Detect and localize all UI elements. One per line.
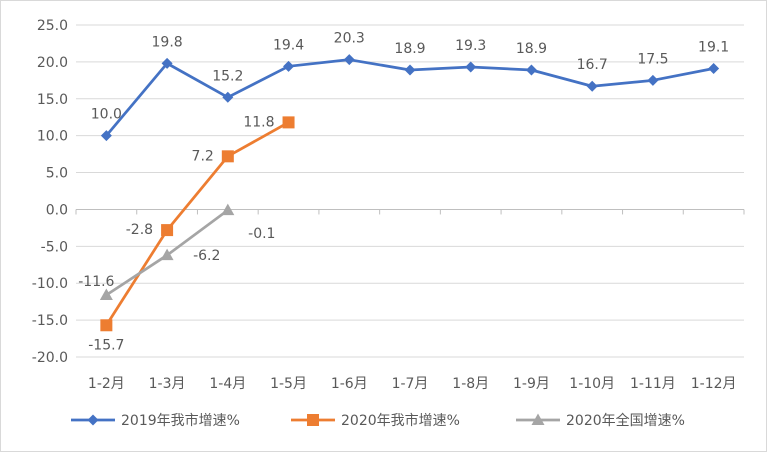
marker-diamond xyxy=(586,80,598,92)
data-label: 18.9 xyxy=(516,41,547,57)
legend-item-2: 2020年我市增速% xyxy=(291,412,460,429)
legend: 2019年我市增速% 2020年我市增速% 2020年全国增速% xyxy=(71,412,685,429)
legend-item-1: 2019年我市增速% xyxy=(71,412,240,429)
series-1 xyxy=(100,54,720,142)
x-tick-label: 1-12月 xyxy=(691,376,737,392)
data-labels: 10.0 19.8 15.2 19.4 20.3 18.9 19.3 18.9 16.7 17.5… xyxy=(78,31,729,354)
series-line xyxy=(105,121,290,327)
data-label: 19.3 xyxy=(455,38,486,54)
legend-label: 2020年我市增速% xyxy=(341,412,460,429)
marker-diamond xyxy=(465,61,477,73)
series-2 xyxy=(100,116,295,332)
data-label: 20.3 xyxy=(334,31,365,47)
data-label: 18.9 xyxy=(394,41,425,57)
x-tick-label: 1-2月 xyxy=(88,376,125,392)
data-label: 19.8 xyxy=(152,34,183,50)
y-tick-label: -20.0 xyxy=(32,350,68,366)
data-label: 15.2 xyxy=(212,68,243,84)
marker-diamond xyxy=(525,64,537,76)
marker-square xyxy=(282,116,295,129)
data-label: 11.8 xyxy=(243,114,274,130)
x-tick-label: 1-5月 xyxy=(270,376,307,392)
x-tick-label: 1-11月 xyxy=(630,376,676,392)
x-tick-label: 1-6月 xyxy=(331,376,368,392)
marker-diamond xyxy=(343,54,355,66)
y-tick-label: 20.0 xyxy=(37,55,68,71)
data-label: -15.7 xyxy=(88,337,124,353)
data-label: 19.4 xyxy=(273,37,304,53)
axes: 25.0 20.0 15.0 10.0 5.0 0.0 -5.0 -10.0 -15.0 -20.… xyxy=(32,18,745,392)
data-label: 16.7 xyxy=(577,57,608,73)
data-label: -11.6 xyxy=(78,274,114,290)
y-tick-label: 0.0 xyxy=(46,202,68,218)
marker-diamond xyxy=(87,414,99,426)
series-lines xyxy=(99,54,720,332)
x-tick-label: 1-3月 xyxy=(149,376,186,392)
data-label: -6.2 xyxy=(193,248,220,264)
series-3 xyxy=(99,203,235,301)
x-tick-label: 1-4月 xyxy=(209,376,246,392)
marker-diamond xyxy=(708,63,720,75)
y-tick-label: -5.0 xyxy=(41,239,68,255)
y-tick-label: 10.0 xyxy=(37,129,68,145)
marker-diamond xyxy=(161,57,173,69)
marker-diamond xyxy=(647,74,659,86)
data-label: -2.8 xyxy=(126,222,153,238)
y-tick-label: 15.0 xyxy=(37,92,68,108)
marker-square xyxy=(221,150,234,163)
y-tick-label: 25.0 xyxy=(37,18,68,34)
marker-square xyxy=(307,414,319,426)
data-label: 7.2 xyxy=(192,148,214,164)
y-tick-label: -10.0 xyxy=(32,276,68,292)
marker-triangle xyxy=(221,203,235,216)
marker-triangle xyxy=(531,413,545,425)
x-tick-label: 1-7月 xyxy=(392,376,429,392)
y-tick-label: 5.0 xyxy=(46,166,68,182)
legend-item-3: 2020年全国增速% xyxy=(516,412,685,429)
y-tick-label: -15.0 xyxy=(32,313,68,329)
legend-label: 2020年全国增速% xyxy=(566,412,685,429)
marker-diamond xyxy=(100,130,112,142)
data-label: -0.1 xyxy=(248,226,275,242)
marker-square xyxy=(161,224,174,237)
marker-diamond xyxy=(404,64,416,76)
data-label: 19.1 xyxy=(698,40,729,56)
x-tick-label: 1-10月 xyxy=(569,376,615,392)
data-label: 17.5 xyxy=(637,51,668,67)
marker-diamond xyxy=(283,60,295,72)
marker-triangle xyxy=(160,248,174,261)
marker-square xyxy=(100,319,113,332)
marker-diamond xyxy=(222,91,234,103)
data-label: 10.0 xyxy=(91,107,122,123)
x-tick-label: 1-9月 xyxy=(513,376,550,392)
x-tick-label: 1-8月 xyxy=(452,376,489,392)
marker-triangle xyxy=(99,288,113,301)
legend-label: 2019年我市增速% xyxy=(121,412,240,429)
